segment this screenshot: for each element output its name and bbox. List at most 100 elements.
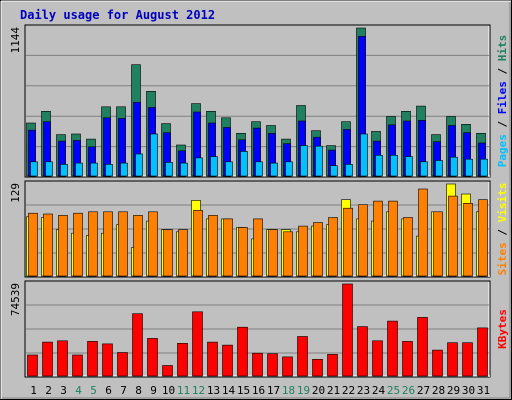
bar-pages-day-14 bbox=[225, 161, 233, 177]
bar-sites-day-28 bbox=[433, 211, 443, 277]
bar-pages-day-20 bbox=[315, 145, 323, 177]
bar-sites-day-9 bbox=[148, 211, 158, 277]
bar-pages-day-31 bbox=[480, 158, 488, 177]
bar-sites-day-18 bbox=[283, 231, 293, 277]
bar-pages-day-8 bbox=[135, 153, 143, 177]
bar-pages-day-13 bbox=[210, 156, 218, 177]
chart-title: Daily usage for August 2012 bbox=[20, 8, 215, 22]
bar-pages-day-22 bbox=[345, 164, 353, 177]
bar-kbytes-day-7 bbox=[117, 352, 128, 377]
bar-kbytes-day-15 bbox=[237, 326, 248, 377]
bar-kbytes-day-23 bbox=[357, 326, 368, 377]
bar-sites-day-29 bbox=[448, 195, 458, 277]
bar-pages-day-30 bbox=[465, 158, 473, 177]
bar-kbytes-day-19 bbox=[297, 336, 308, 377]
bar-kbytes-day-30 bbox=[462, 342, 473, 377]
bar-sites-day-14 bbox=[223, 218, 233, 277]
bar-sites-day-19 bbox=[298, 225, 308, 277]
x-label-day-11: 11 bbox=[177, 384, 190, 397]
bar-pages-day-1 bbox=[30, 161, 38, 177]
bar-kbytes-day-5 bbox=[87, 341, 98, 377]
x-label-day-15: 15 bbox=[237, 384, 250, 397]
x-label-day-1: 1 bbox=[30, 384, 37, 397]
series-pages bbox=[30, 133, 488, 177]
bar-kbytes-day-4 bbox=[72, 354, 83, 377]
chart-panels: 1144 Pages / Files / Hits 129 Sites / Visit… bbox=[9, 24, 509, 378]
x-axis-day-labels: 1 2 3 4 5 6 7 8 9 10 11 12 13 14 15 16 17 18 19 20 21 22 23 24 2… bbox=[30, 384, 490, 397]
panel-kbytes: 74539 KBytes bbox=[9, 280, 509, 378]
x-label-day-13: 13 bbox=[207, 384, 220, 397]
x-label-day-21: 21 bbox=[327, 384, 340, 397]
bar-sites-day-10 bbox=[163, 229, 173, 277]
y-axis-max-label: 129 bbox=[9, 183, 22, 203]
bar-kbytes-day-17 bbox=[267, 353, 278, 377]
bar-pages-day-24 bbox=[375, 155, 383, 177]
x-label-day-31: 31 bbox=[477, 384, 490, 397]
bar-sites-day-27 bbox=[418, 188, 428, 277]
x-label-day-3: 3 bbox=[60, 384, 67, 397]
bar-kbytes-day-12 bbox=[192, 311, 203, 377]
legend-visits-sites: Sites / Visits bbox=[496, 183, 509, 276]
bar-pages-day-23 bbox=[360, 133, 368, 177]
bar-sites-day-6 bbox=[103, 211, 113, 277]
x-label-day-24: 24 bbox=[372, 384, 386, 397]
bar-sites-day-11 bbox=[178, 229, 188, 277]
bar-pages-day-3 bbox=[60, 164, 68, 177]
x-label-day-23: 23 bbox=[357, 384, 370, 397]
bar-sites-day-31 bbox=[478, 199, 488, 277]
x-label-day-5: 5 bbox=[90, 384, 97, 397]
bar-kbytes-day-27 bbox=[417, 317, 428, 377]
legend-item-sites: Sites bbox=[496, 242, 509, 275]
legend-item-hits: Hits bbox=[496, 35, 509, 62]
bar-pages-day-12 bbox=[195, 157, 203, 177]
x-label-day-9: 9 bbox=[150, 384, 157, 397]
bar-kbytes-day-13 bbox=[207, 341, 218, 377]
bar-sites-day-30 bbox=[463, 203, 473, 277]
bar-kbytes-day-20 bbox=[312, 358, 323, 377]
bar-kbytes-day-28 bbox=[432, 349, 443, 377]
bar-pages-day-11 bbox=[180, 162, 188, 177]
x-label-day-29: 29 bbox=[447, 384, 460, 397]
bar-kbytes-day-25 bbox=[387, 320, 398, 377]
bar-pages-day-26 bbox=[405, 156, 413, 177]
x-label-day-18: 18 bbox=[282, 384, 295, 397]
bar-kbytes-day-10 bbox=[162, 365, 173, 377]
legend-separator: / bbox=[496, 61, 509, 81]
bar-sites-day-4 bbox=[73, 212, 83, 277]
bar-kbytes-day-3 bbox=[57, 340, 68, 377]
bar-kbytes-day-21 bbox=[327, 354, 338, 377]
panel-hits-files-pages: 1144 Pages / Files / Hits bbox=[9, 24, 509, 178]
bar-sites-day-7 bbox=[118, 211, 128, 277]
bar-pages-day-7 bbox=[120, 162, 128, 177]
legend-item-files: Files bbox=[496, 81, 509, 114]
bar-pages-day-6 bbox=[105, 164, 113, 177]
bar-kbytes-day-31 bbox=[477, 327, 488, 377]
bar-sites-day-24 bbox=[373, 200, 383, 277]
bar-kbytes-day-6 bbox=[102, 343, 113, 377]
bar-sites-day-15 bbox=[238, 227, 248, 277]
y-axis-max-label: 74539 bbox=[9, 283, 22, 316]
bar-sites-day-21 bbox=[328, 217, 338, 277]
bar-pages-day-16 bbox=[255, 161, 263, 177]
x-label-day-10: 10 bbox=[162, 384, 175, 397]
bar-pages-day-19 bbox=[300, 145, 308, 177]
bar-sites-day-12 bbox=[193, 210, 203, 277]
bar-pages-day-21 bbox=[330, 165, 338, 177]
bar-kbytes-day-29 bbox=[447, 342, 458, 377]
bar-sites-day-20 bbox=[313, 222, 323, 277]
x-label-day-16: 16 bbox=[252, 384, 265, 397]
bar-sites-day-1 bbox=[28, 212, 38, 277]
bar-sites-day-17 bbox=[268, 229, 278, 277]
bar-pages-day-18 bbox=[285, 161, 293, 177]
x-label-day-6: 6 bbox=[105, 384, 112, 397]
bar-kbytes-day-1 bbox=[27, 354, 38, 377]
bar-pages-day-29 bbox=[450, 156, 458, 177]
bar-pages-day-4 bbox=[75, 162, 83, 177]
legend-separator: / bbox=[496, 222, 509, 242]
bar-kbytes-day-18 bbox=[282, 356, 293, 377]
x-label-day-26: 26 bbox=[402, 384, 415, 397]
x-label-day-4: 4 bbox=[75, 384, 82, 397]
x-label-day-2: 2 bbox=[45, 384, 52, 397]
x-label-day-20: 20 bbox=[312, 384, 325, 397]
